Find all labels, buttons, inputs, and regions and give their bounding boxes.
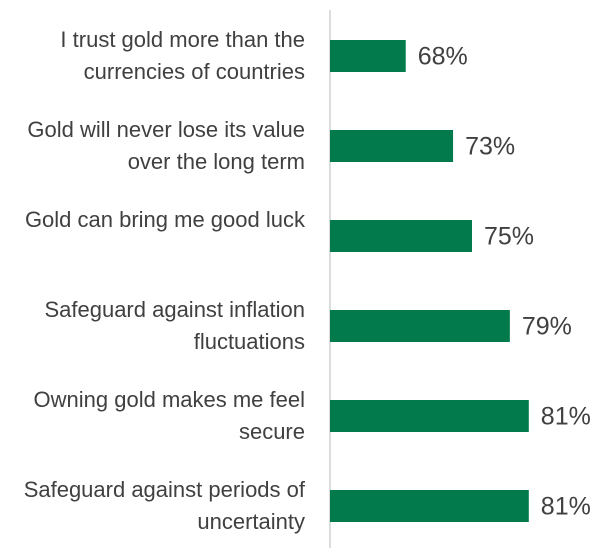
bar	[330, 40, 406, 72]
category-label: Safeguard against inflation fluctuations	[44, 297, 305, 354]
bar	[330, 400, 529, 432]
value-label: 73%	[465, 133, 515, 161]
value-label: 79%	[522, 313, 572, 341]
bar	[330, 220, 472, 252]
value-label: 68%	[418, 43, 468, 71]
value-label: 81%	[541, 493, 591, 521]
bar	[330, 490, 529, 522]
bar	[330, 130, 454, 162]
value-label: 81%	[541, 403, 591, 431]
category-label: Owning gold makes me feel secure	[33, 387, 305, 444]
category-label: Gold can bring me good luck	[24, 207, 305, 232]
bar	[330, 310, 510, 342]
value-label: 75%	[484, 223, 534, 251]
category-label: Gold will never lose its value over the …	[27, 117, 305, 174]
category-label: Safeguard against periods of uncertainty	[23, 477, 305, 534]
category-label: I trust gold more than the currencies of…	[60, 27, 305, 84]
